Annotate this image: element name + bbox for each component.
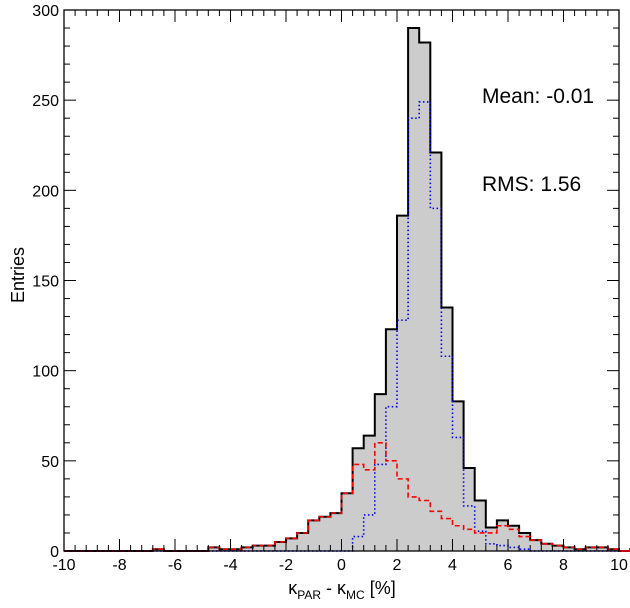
x-tick-label: -2 [279,557,293,574]
x-tick-label: 0 [337,557,346,574]
x-tick-label: -10 [52,557,75,574]
x-tick-label: -4 [223,557,237,574]
x-axis-title-sub-par: PAR [297,588,321,602]
x-tick-label: 10 [610,557,628,574]
x-axis-title-kappa-1: κ [288,578,298,598]
x-tick-label: 2 [393,557,402,574]
x-tick-label: 4 [448,557,457,574]
x-tick-label: 8 [559,557,568,574]
y-tick-label: 50 [41,454,59,471]
x-axis-title: κPAR - κMC [%] [288,578,395,602]
x-axis-title-sub-mc: MC [346,588,365,602]
mean-annotation: Mean: -0.01 [482,85,594,108]
x-tick-label: -8 [112,557,126,574]
x-axis-title-unit: [%] [365,578,396,598]
y-tick-label: 200 [32,183,59,200]
y-tick-label: 150 [32,274,59,291]
x-tick-label: -6 [168,557,182,574]
rms-annotation: RMS: 1.56 [482,173,581,196]
y-tick-label: 100 [32,364,59,381]
x-axis-title-kappa-2: - κ [321,578,347,598]
y-tick-label: 0 [50,544,59,561]
y-axis-title: Entries [8,247,28,303]
x-tick-label: 6 [504,557,513,574]
series-1-line [64,101,630,552]
y-tick-label: 250 [32,93,59,110]
y-tick-label: 300 [32,3,59,20]
